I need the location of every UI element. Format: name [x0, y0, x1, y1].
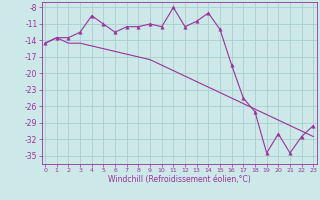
- X-axis label: Windchill (Refroidissement éolien,°C): Windchill (Refroidissement éolien,°C): [108, 175, 251, 184]
